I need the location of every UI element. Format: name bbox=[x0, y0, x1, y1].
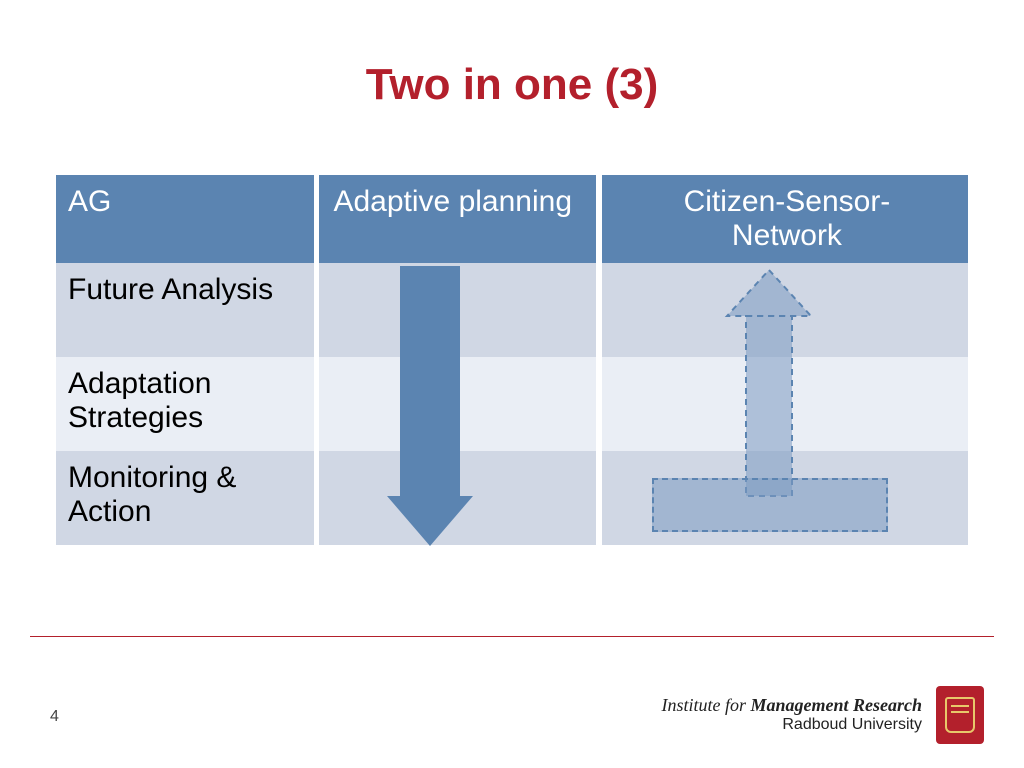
header-citizen: Citizen-Sensor- Network bbox=[602, 175, 968, 263]
header-citizen-line1: Citizen-Sensor- bbox=[684, 185, 891, 218]
arrow-up-head bbox=[727, 270, 811, 316]
bottom-box bbox=[652, 478, 888, 532]
arrow-down-head bbox=[387, 496, 473, 546]
table-row: Future Analysis bbox=[56, 263, 968, 357]
slide: Two in one (3) AG Adaptive planning Citi… bbox=[0, 0, 1024, 768]
footer-logos: Institute for Management Research Radbou… bbox=[661, 686, 984, 744]
header-citizen-line2: Network bbox=[732, 219, 842, 252]
footer-rule bbox=[30, 636, 994, 637]
institute-prefix: Institute for bbox=[661, 695, 750, 715]
institute-text: Institute for Management Research Radbou… bbox=[661, 695, 922, 734]
university-name: Radboud University bbox=[661, 716, 922, 734]
header-adaptive-label: Adaptive planning bbox=[333, 185, 572, 218]
slide-title: Two in one (3) bbox=[0, 60, 1024, 110]
shield-icon bbox=[936, 686, 984, 744]
arrow-up bbox=[727, 270, 811, 496]
arrow-down-shaft bbox=[400, 266, 460, 496]
row-label: Future Analysis bbox=[56, 263, 314, 357]
row-label: Monitoring & Action bbox=[56, 451, 314, 545]
institute-bold: Management Research bbox=[750, 695, 922, 715]
table-header-row: AG Adaptive planning Citizen-Sensor- Net… bbox=[56, 175, 968, 263]
header-ag: AG bbox=[56, 175, 314, 263]
row-label: Adaptation Strategies bbox=[56, 357, 314, 451]
table-row: Adaptation Strategies bbox=[56, 357, 968, 451]
page-number: 4 bbox=[50, 708, 59, 726]
header-adaptive: Adaptive planning bbox=[319, 175, 596, 263]
arrow-up-shaft bbox=[746, 316, 792, 496]
